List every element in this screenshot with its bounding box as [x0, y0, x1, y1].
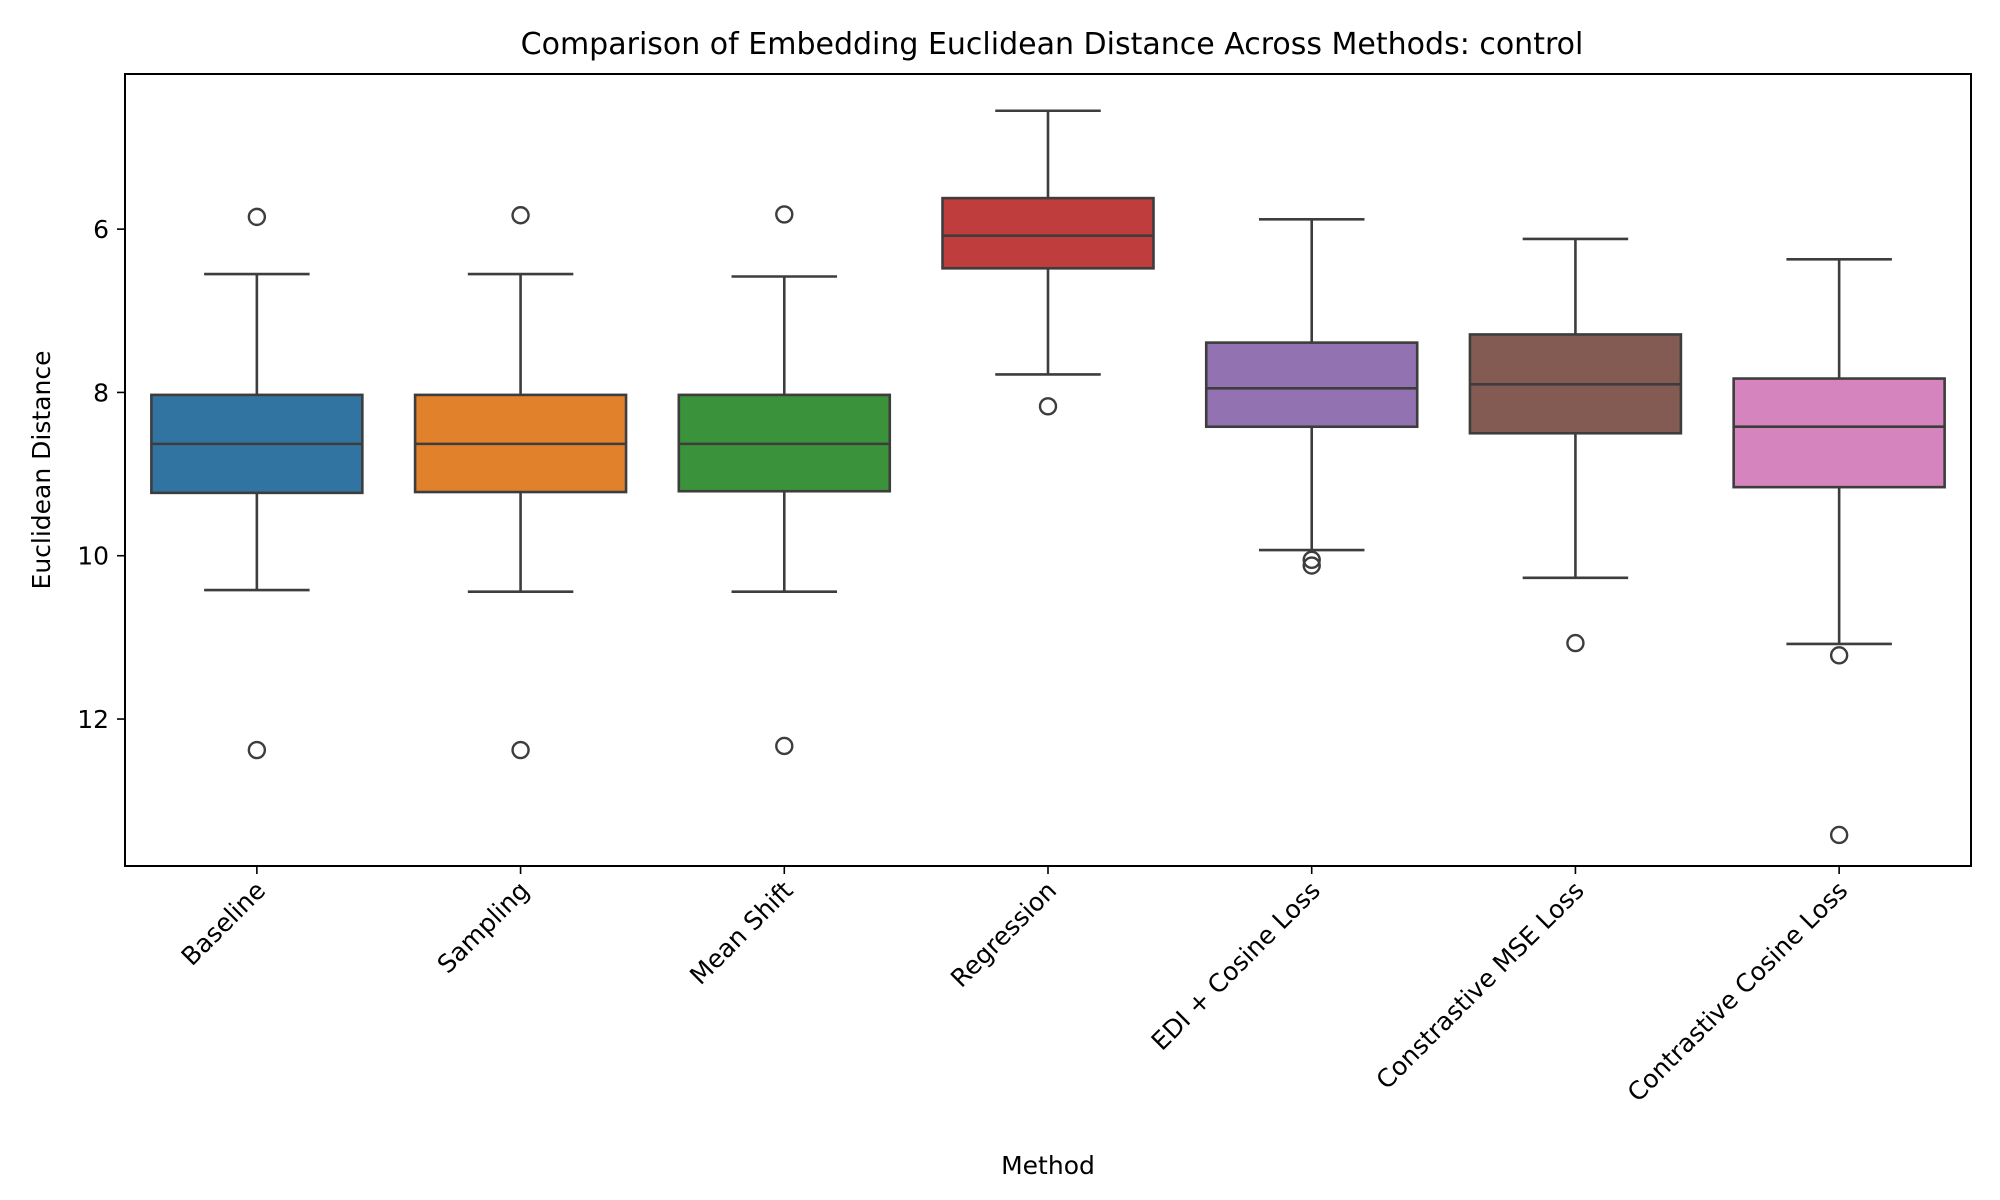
box: [1732, 377, 1946, 489]
y-tick-label: 10: [77, 542, 109, 571]
x-tick-label: Constrastive MSE Loss: [1371, 876, 1590, 1095]
x-tick-label: Baseline: [176, 876, 271, 971]
box-group: [941, 109, 1155, 416]
outlier-point: [1566, 633, 1585, 653]
x-axis-label: Method: [1001, 1151, 1095, 1180]
outlier-point: [1302, 556, 1321, 575]
outlier-point: [1829, 825, 1849, 845]
outlier-point: [1829, 646, 1849, 665]
x-tick-label: Mean Shift: [684, 876, 799, 991]
y-tick-label: 6: [93, 215, 109, 244]
x-tick-label: Regression: [945, 876, 1062, 993]
box-group: [1204, 218, 1419, 575]
box: [1204, 341, 1419, 429]
y-tick-label: 8: [93, 378, 109, 407]
x-axis: Baseline Sampling Mean Shift Regression EDI …: [176, 866, 1854, 1108]
box-group: [1732, 258, 1946, 845]
x-tick-label: Contrastive Cosine Loss: [1622, 876, 1854, 1108]
outlier-point: [1038, 397, 1058, 416]
y-axis: 6 8 10 12: [77, 215, 125, 734]
y-tick-label: 12: [77, 705, 109, 734]
box-group: [677, 205, 892, 756]
outlier-point: [775, 205, 794, 224]
outlier-point: [247, 207, 267, 227]
x-tick-label: EDI + Cosine Loss: [1146, 876, 1326, 1056]
x-tick-label: Sampling: [432, 876, 535, 979]
box: [941, 196, 1155, 270]
chart-title: Comparison of Embedding Euclidean Distan…: [521, 27, 1584, 62]
plot-area: [150, 109, 1946, 845]
box-group: [1468, 237, 1683, 653]
box-group: [413, 206, 628, 760]
outlier-point: [247, 740, 267, 760]
outlier-point: [511, 740, 530, 760]
outlier-point: [775, 736, 794, 756]
y-axis-label: Euclidean Distance: [27, 351, 56, 590]
outlier-point: [1302, 550, 1321, 570]
outlier-point: [511, 206, 530, 225]
box-group: [150, 207, 364, 760]
